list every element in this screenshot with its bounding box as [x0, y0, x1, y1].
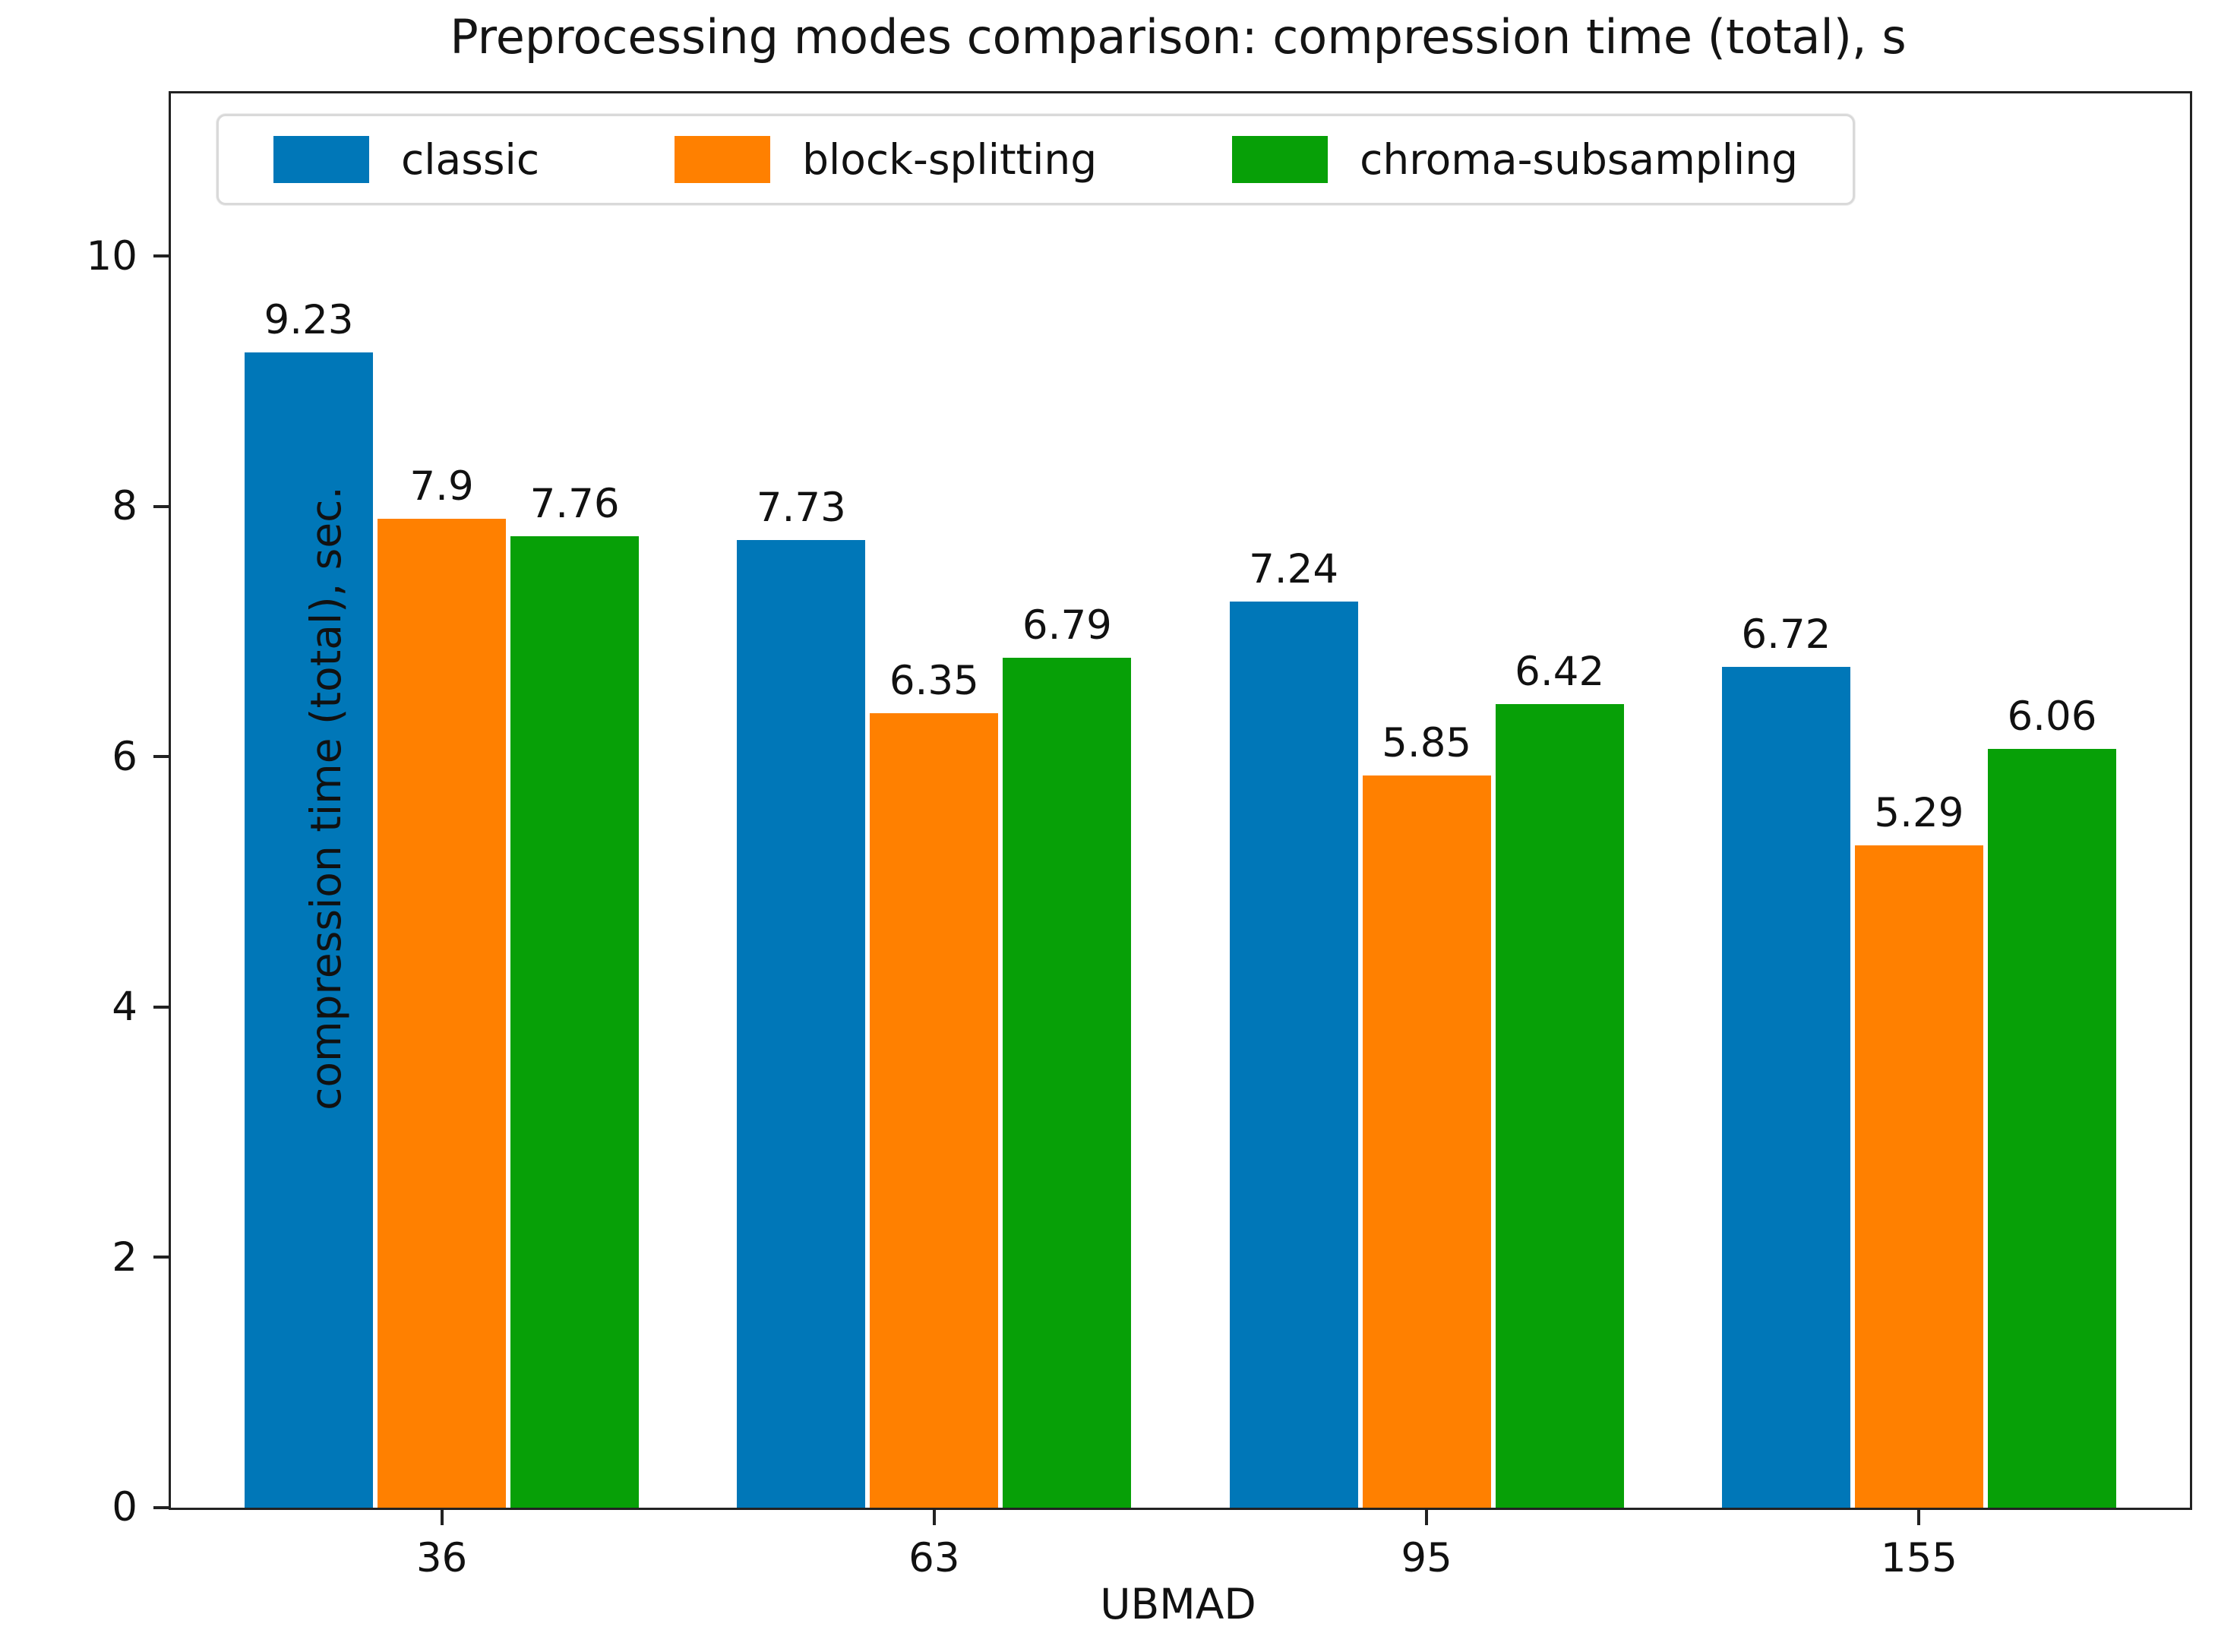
x-tick-mark — [440, 1510, 444, 1525]
bar-block-splitting-95 — [1360, 775, 1493, 1508]
legend-label-chroma-subsampling: chroma-subsampling — [1360, 134, 1799, 184]
bar-value-label: 6.35 — [889, 657, 979, 704]
bar-chroma-subsampling-63 — [1000, 658, 1134, 1508]
plot-area: classic block-splitting chroma-subsampli… — [87, 91, 2192, 1578]
bar-value-label: 6.72 — [1741, 611, 1831, 658]
chart-title: Preprocessing modes comparison: compress… — [450, 9, 1907, 65]
bar-classic-155 — [1719, 666, 1853, 1508]
bar-value-label: 6.42 — [1515, 649, 1605, 696]
legend-swatch-chroma-subsampling — [1232, 136, 1329, 183]
x-axis-label: UBMAD — [1100, 1580, 1256, 1628]
y-tick-label: 4 — [112, 984, 137, 1031]
legend-item-block-splitting: block-splitting — [675, 136, 1097, 183]
bar-block-splitting-155 — [1852, 845, 1986, 1508]
x-tick-label: 63 — [908, 1535, 960, 1581]
y-tick-label: 6 — [112, 733, 137, 780]
bar-value-label: 9.23 — [264, 297, 354, 344]
bar-classic-36 — [242, 352, 376, 1508]
y-tick-mark — [153, 1506, 169, 1509]
y-tick-mark — [153, 1005, 169, 1009]
bar-value-label: 7.24 — [1249, 546, 1339, 593]
legend-label-classic: classic — [401, 134, 540, 184]
y-tick-label: 0 — [112, 1484, 137, 1531]
bar-value-label: 7.9 — [409, 463, 474, 510]
legend-label-block-splitting: block-splitting — [802, 134, 1098, 184]
bar-value-label: 7.76 — [529, 481, 620, 528]
legend-item-chroma-subsampling: chroma-subsampling — [1232, 136, 1798, 183]
y-tick-mark — [153, 504, 169, 508]
bar-block-splitting-63 — [867, 712, 1001, 1508]
bar-value-label: 5.85 — [1382, 720, 1472, 767]
legend-swatch-block-splitting — [675, 136, 771, 183]
x-tick-mark — [1917, 1510, 1921, 1525]
y-tick-label: 10 — [86, 232, 137, 280]
bar-chroma-subsampling-36 — [508, 536, 642, 1508]
y-tick-label: 8 — [112, 482, 137, 529]
legend-item-classic: classic — [273, 136, 539, 183]
x-tick-label: 36 — [415, 1535, 468, 1581]
y-tick-mark — [153, 755, 169, 759]
x-tick-label: 155 — [1880, 1535, 1958, 1581]
y-tick-label: 2 — [112, 1233, 137, 1281]
y-axis-label: compression time (total), sec. — [301, 486, 350, 1110]
bar-value-label: 6.79 — [1022, 602, 1112, 649]
bar-block-splitting-36 — [375, 519, 509, 1508]
bar-value-label: 6.06 — [2007, 693, 2097, 741]
x-tick-mark — [932, 1510, 936, 1525]
y-tick-mark — [153, 1256, 169, 1259]
legend-swatch-classic — [273, 136, 369, 183]
x-tick-label: 95 — [1401, 1535, 1452, 1581]
legend: classic block-splitting chroma-subsampli… — [216, 114, 1856, 205]
bar-chroma-subsampling-95 — [1493, 704, 1626, 1508]
x-tick-mark — [1425, 1510, 1429, 1525]
bar-value-label: 5.29 — [1874, 790, 1964, 837]
bar-value-label: 7.73 — [756, 485, 846, 532]
bar-classic-63 — [735, 540, 868, 1508]
bar-classic-95 — [1227, 602, 1360, 1508]
bar-chroma-subsampling-155 — [1985, 749, 2118, 1508]
y-tick-mark — [153, 254, 169, 258]
